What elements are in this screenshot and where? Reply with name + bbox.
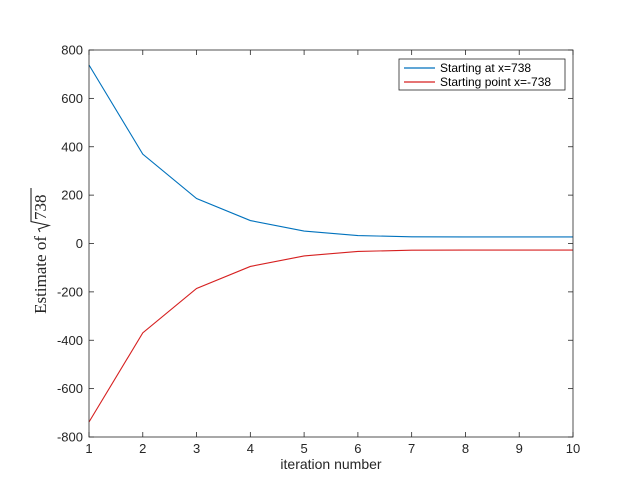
ticks-layer: 1 2 3 4 5 6 7 8 9 10 -800 -600 -400 -200 0 200 400 600 800 [57, 43, 580, 457]
x-tick-label: 6 [354, 441, 361, 456]
x-tick-label: 2 [139, 441, 146, 456]
y-tick-label: -600 [57, 381, 83, 396]
legend-box [398, 58, 566, 91]
x-tick-label: 8 [462, 441, 469, 456]
legend-entry-series-2: Starting point x=-738 [440, 75, 551, 89]
x-tick-label: 4 [247, 441, 254, 456]
legend: Starting at x=738 Starting point x=-738 [398, 58, 566, 91]
y-tick-label: -200 [57, 284, 83, 299]
y-axis-label-radicand: 738 [31, 195, 50, 221]
x-tick-label: 1 [85, 441, 92, 456]
y-tick-label: -400 [57, 333, 83, 348]
y-axis-label-prefix: Estimate of [31, 236, 50, 314]
square-root-sign [30, 188, 52, 233]
series-layer [88, 64, 573, 423]
x-tick-label: 7 [408, 441, 415, 456]
legend-entry-series-1: Starting at x=738 [440, 61, 531, 75]
y-tick-label: 200 [61, 188, 83, 203]
y-axis-label: Estimate of 738 [30, 188, 52, 314]
x-tick-label: 9 [516, 441, 523, 456]
x-tick-label: 3 [193, 441, 200, 456]
y-tick-label: -800 [57, 430, 83, 445]
x-tick-label: 5 [300, 441, 307, 456]
y-tick-label: 800 [61, 43, 83, 58]
x-tick-label: 10 [566, 441, 580, 456]
series-line-2 [88, 249, 573, 423]
x-axis-label: iteration number [280, 456, 382, 472]
y-tick-label: 400 [61, 139, 83, 154]
series-line-1 [88, 64, 573, 238]
y-tick-label: 600 [61, 91, 83, 106]
y-tick-label: 0 [76, 236, 83, 251]
plot-area [89, 50, 573, 437]
